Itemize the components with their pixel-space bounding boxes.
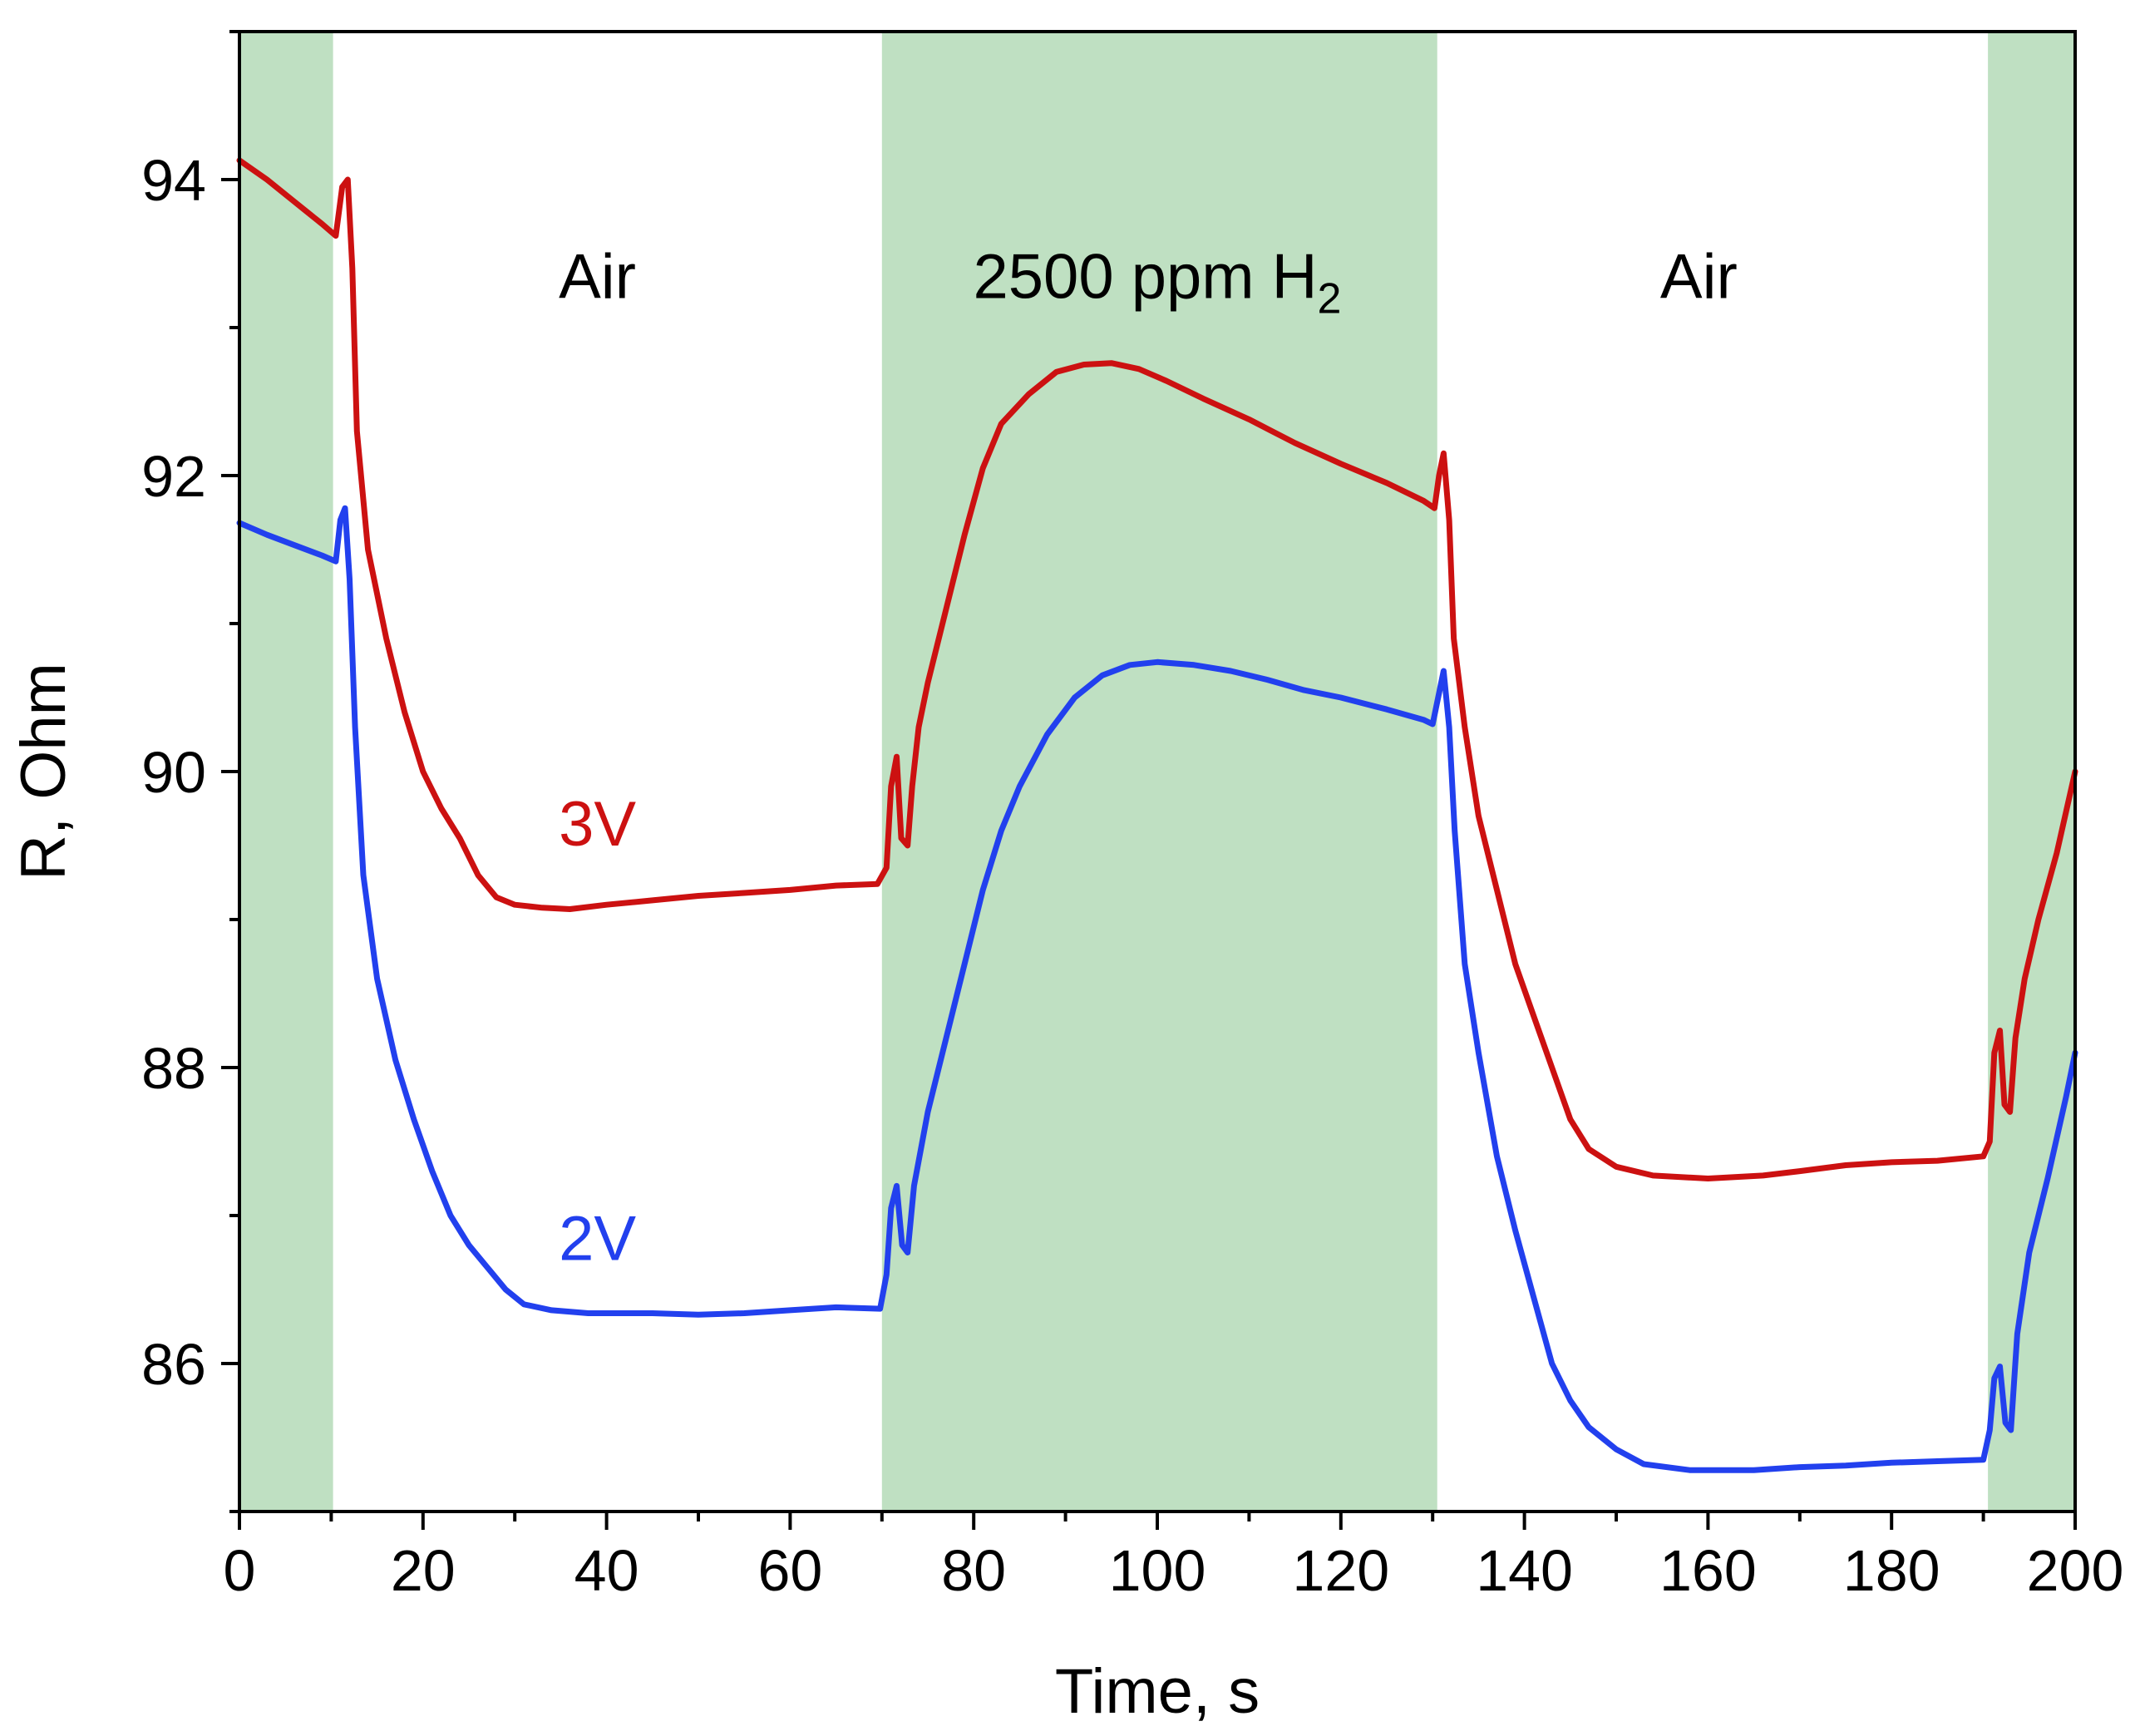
series-layer xyxy=(236,157,2078,1473)
region-label-1: 2500 ppm H2 xyxy=(974,241,1342,323)
x-tick-label: 80 xyxy=(941,1538,1006,1603)
region-label-text: Air xyxy=(1660,241,1738,312)
x-tick-label: 100 xyxy=(1109,1538,1206,1603)
series-line-3V xyxy=(236,157,2078,1181)
shaded-region-0 xyxy=(239,32,333,1512)
y-tick-label: 94 xyxy=(141,148,206,213)
y-tick-label: 90 xyxy=(141,740,206,805)
series-label-2V: 2V xyxy=(559,1203,636,1274)
x-tick-label: 40 xyxy=(574,1538,639,1603)
region-label-text: 2500 ppm H xyxy=(974,241,1318,312)
shaded-region-2 xyxy=(1988,32,2075,1512)
y-axis-title: R, Ohm xyxy=(8,663,79,880)
shaded-regions xyxy=(239,32,2075,1512)
x-tick-label: 120 xyxy=(1292,1538,1389,1603)
region-label-subscript: 2 xyxy=(1318,274,1342,323)
y-tick-label: 88 xyxy=(141,1036,206,1101)
x-axis-title: Time, s xyxy=(1055,1656,1260,1727)
x-tick-label: 180 xyxy=(1843,1538,1940,1603)
x-axis: 0 20 40 60 80 100 120 140 160 180 200 xyxy=(224,1512,2124,1603)
region-labels: Air 2500 ppm H2 Air xyxy=(559,241,1738,323)
series-label-3V: 3V xyxy=(559,789,636,860)
x-tick-label: 0 xyxy=(224,1538,256,1603)
x-tick-label: 60 xyxy=(757,1538,822,1603)
y-tick-label: 92 xyxy=(141,444,206,509)
series-labels: 3V 2V xyxy=(559,789,636,1274)
region-label-2: Air xyxy=(1660,241,1738,312)
y-tick-label: 86 xyxy=(141,1332,206,1397)
series-line-2V xyxy=(236,505,2078,1473)
y-axis: 86 88 90 92 94 xyxy=(141,30,239,1513)
x-tick-label: 200 xyxy=(2027,1538,2124,1603)
region-label-0: Air xyxy=(559,241,636,312)
x-tick-label: 140 xyxy=(1476,1538,1573,1603)
x-tick-label: 20 xyxy=(391,1538,456,1603)
shaded-region-1 xyxy=(881,32,1437,1512)
x-tick-label: 160 xyxy=(1659,1538,1757,1603)
region-label-text: Air xyxy=(559,241,636,312)
